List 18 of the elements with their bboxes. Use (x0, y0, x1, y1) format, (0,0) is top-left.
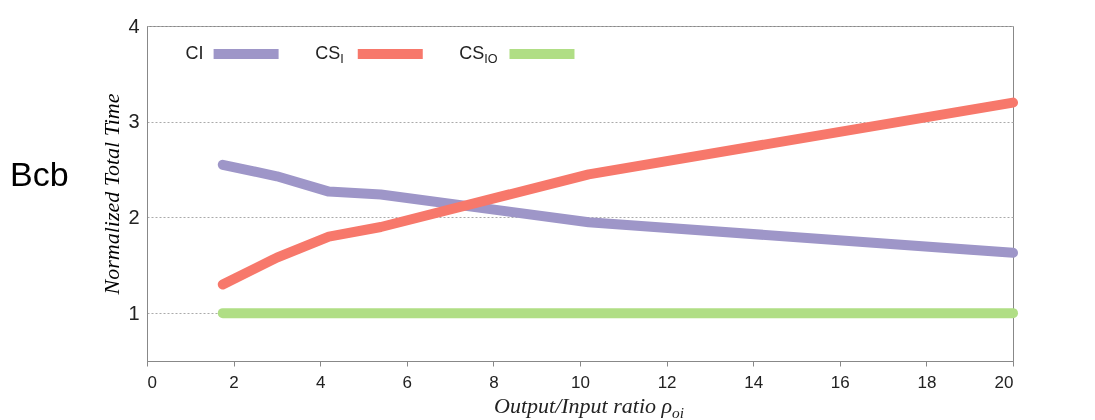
x-tick-label: 10 (571, 372, 590, 392)
x-tick-label: 12 (657, 372, 677, 392)
text: Bcb (10, 155, 69, 193)
x-tick-label: 8 (489, 372, 499, 392)
y-tick-label: 3 (128, 110, 140, 133)
y-tick-label: 4 (128, 14, 140, 37)
x-tick-label: 2 (229, 372, 239, 392)
x-tick-label: 18 (917, 372, 937, 392)
legend-label: CI (185, 43, 204, 63)
y-tick-label: 2 (128, 205, 140, 228)
x-tick-label: 14 (744, 372, 764, 392)
x-tick-label: 0 (147, 372, 157, 392)
y-tick-label: 1 (128, 301, 140, 324)
x-tick-label: 16 (830, 372, 850, 392)
x-tick-label: 6 (402, 372, 413, 392)
x-tick-label: 20 (994, 372, 1014, 392)
x-tick-label: 4 (315, 372, 326, 392)
y-axis-title: Normalized Total Time (99, 93, 125, 296)
